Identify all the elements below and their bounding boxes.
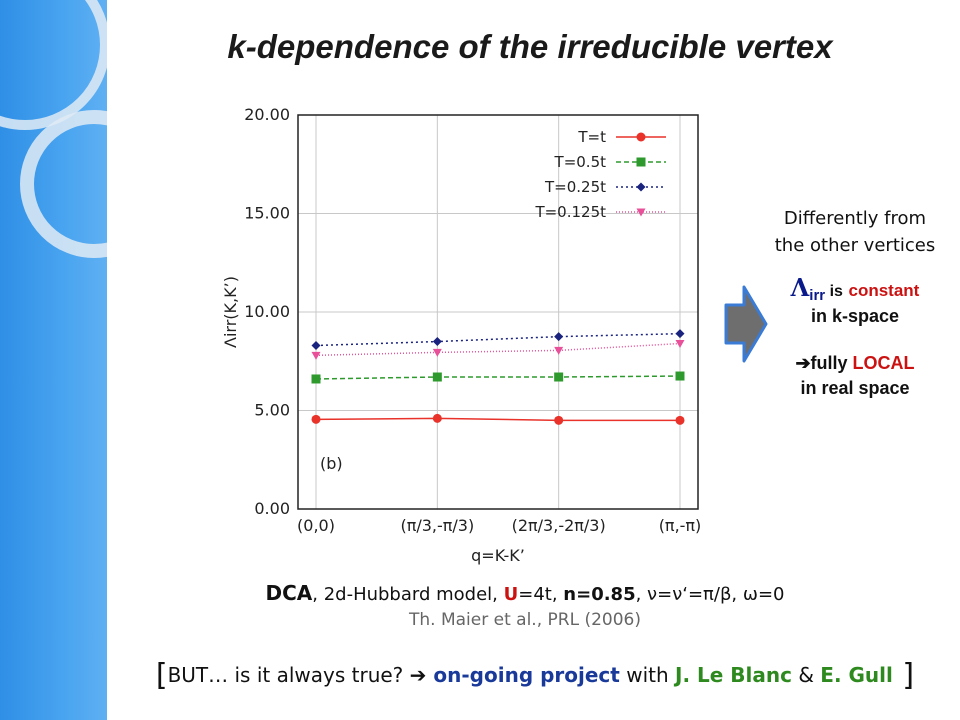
arrow-right-icon: [724, 285, 768, 363]
slide-title: k-dependence of the irreducible vertex: [227, 28, 833, 65]
footer-name-1: J. Le Blanc: [675, 663, 792, 687]
y-axis-label: Λirr(K,K’): [221, 276, 240, 348]
kspace-text: in k-space: [810, 306, 900, 326]
local-text: LOCAL: [852, 353, 915, 373]
series-line: [315, 375, 681, 380]
data-point: [554, 332, 564, 342]
data-point: [554, 346, 564, 355]
vertex-chart: 0.00 5.00 10.00 15.00 20.00 (0,0) (π/3,-π/3) (2…: [221, 105, 702, 565]
footer-amp: &: [791, 663, 821, 687]
series-line: [315, 342, 681, 357]
legend-label: T=0.125t: [534, 203, 606, 221]
data-point: [675, 340, 685, 349]
decorative-side-bar: [0, 0, 107, 720]
lambda-constant-statement: Λirr is constant: [755, 273, 955, 304]
decorative-ring-bottom: [20, 110, 107, 258]
data-point: [311, 340, 321, 350]
data-point: [554, 415, 564, 425]
x-tick-label: (0,0): [297, 516, 335, 535]
legend-label: T=0.25t: [544, 178, 606, 196]
data-point: [311, 351, 321, 360]
data-point: [675, 371, 685, 381]
side-note: Differently from the other vertices Λirr…: [755, 205, 955, 399]
x-tick-label: (π,-π): [659, 516, 702, 535]
y-tick-label: 15.00: [244, 204, 290, 223]
footer-with: with: [619, 663, 676, 687]
y-tick-label: 10.00: [244, 302, 290, 321]
open-bracket: [: [155, 658, 168, 693]
legend-marker: [636, 132, 646, 142]
caption-dca: DCA: [265, 581, 313, 605]
caption-part-2: =4t,: [518, 584, 564, 605]
y-tick-label: 5.00: [254, 401, 290, 420]
side-note-line-2: the other vertices: [774, 235, 936, 256]
series-line: [315, 417, 680, 422]
y-tick-label: 0.00: [254, 499, 290, 518]
caption-u: U: [503, 584, 519, 605]
legend-marker: [636, 157, 646, 167]
panel-label: (b): [320, 454, 343, 473]
footer-name-2: E. Gull: [820, 663, 893, 687]
plot-frame: [297, 114, 699, 510]
legend-label: T=0.5t: [554, 153, 607, 171]
constant-text: constant: [848, 281, 920, 300]
footer-question: [BUT… is it always true? ➔ on-going proj…: [110, 658, 960, 693]
legend-label: T=t: [577, 128, 606, 146]
x-tick-label: (π/3,-π/3): [400, 516, 474, 535]
footer-arrow-icon: ➔: [409, 663, 427, 687]
data-point: [311, 374, 321, 384]
caption-part-3: , ν=ν‘=π/β, ω=0: [635, 584, 785, 605]
fully-local-statement: ➔fully LOCAL: [755, 353, 955, 374]
data-point: [675, 329, 685, 339]
data-point: [432, 372, 442, 382]
close-bracket: ]: [892, 658, 915, 693]
implies-arrow-icon: ➔: [795, 353, 811, 373]
footer-but: BUT… is it always true?: [167, 663, 410, 687]
data-point: [432, 413, 442, 423]
x-axis-label: q=K-K’: [471, 546, 525, 565]
footer-project: on-going project: [426, 663, 620, 687]
is-text: is: [825, 283, 843, 300]
caption-part-1: , 2d-Hubbard model,: [312, 584, 504, 605]
data-point: [311, 414, 321, 424]
caption-model: DCA, 2d-Hubbard model, U=4t, n=0.85, ν=ν…: [160, 581, 890, 605]
data-point: [554, 372, 564, 382]
lambda-symbol: Λ: [790, 273, 810, 302]
series-line: [315, 332, 681, 347]
legend-marker: [636, 208, 646, 217]
fully-text: fully: [810, 353, 853, 373]
data-point: [432, 348, 442, 357]
legend-marker: [636, 182, 646, 192]
caption-reference: Th. Maier et al., PRL (2006): [409, 610, 641, 630]
real-space-text: in real space: [800, 378, 910, 398]
side-note-line-1: Differently from: [783, 208, 927, 229]
lambda-subscript: irr: [809, 287, 826, 304]
x-tick-label: (2π/3,-2π/3): [512, 516, 606, 535]
y-tick-label: 20.00: [244, 105, 290, 124]
data-point: [432, 337, 442, 347]
data-point: [675, 415, 685, 425]
caption-n: n=0.85: [563, 584, 636, 605]
